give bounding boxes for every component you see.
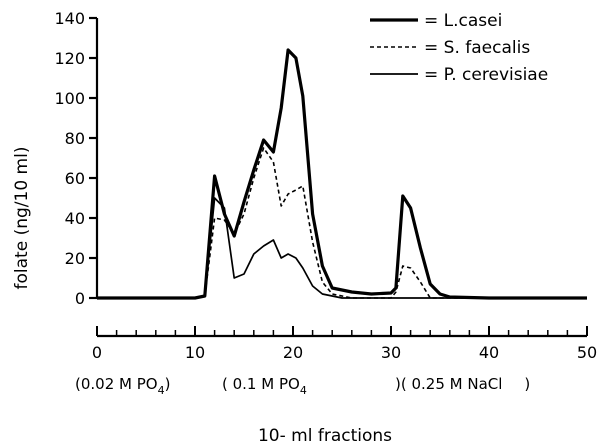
y-tick-label: 40 bbox=[65, 209, 85, 228]
x-tick-label: 30 bbox=[381, 343, 401, 362]
legend-label: = S. faecalis bbox=[424, 38, 530, 58]
series-line-thin-solid bbox=[97, 197, 587, 299]
x-tick-label: 10 bbox=[185, 343, 205, 362]
y-tick-label: 60 bbox=[65, 169, 85, 188]
buffer-segment-label: )( 0.25 M NaCl) bbox=[395, 375, 530, 393]
y-axis-title: folate (ng/10 ml) bbox=[12, 147, 32, 290]
buffer-segment-label: (0.02 M PO4) bbox=[75, 375, 170, 397]
x-tick-label: 50 bbox=[577, 343, 597, 362]
buffer-segments: (0.02 M PO4) ( 0.1 M PO4 )( 0.25 M NaCl) bbox=[75, 375, 530, 397]
y-tick-label: 100 bbox=[54, 89, 85, 108]
y-tick-label: 80 bbox=[65, 129, 85, 148]
x-tick-label: 0 bbox=[92, 343, 102, 362]
series-group bbox=[97, 48, 587, 300]
x-tick-label: 40 bbox=[479, 343, 499, 362]
y-tick-label: 0 bbox=[75, 289, 85, 308]
y-tick-label: 140 bbox=[54, 9, 85, 28]
buffer-segment-label: ( 0.1 M PO4 bbox=[222, 375, 307, 397]
legend: = L.casei = S. faecalis = P. cerevisiae bbox=[370, 11, 548, 85]
x-axis-title: 10- ml fractions bbox=[258, 426, 392, 446]
series-line-dashed bbox=[97, 147, 587, 299]
x-tick-label: 20 bbox=[283, 343, 303, 362]
series-line-thick-solid bbox=[97, 48, 587, 300]
legend-label: = P. cerevisiae bbox=[424, 65, 548, 85]
y-tick-label: 20 bbox=[65, 249, 85, 268]
y-tick-label: 120 bbox=[54, 49, 85, 68]
x-axis: 0 10 20 30 40 50 bbox=[92, 326, 597, 362]
legend-label: = L.casei bbox=[424, 11, 502, 31]
y-axis: 0 20 40 60 80 100 120 140 bbox=[54, 9, 99, 308]
